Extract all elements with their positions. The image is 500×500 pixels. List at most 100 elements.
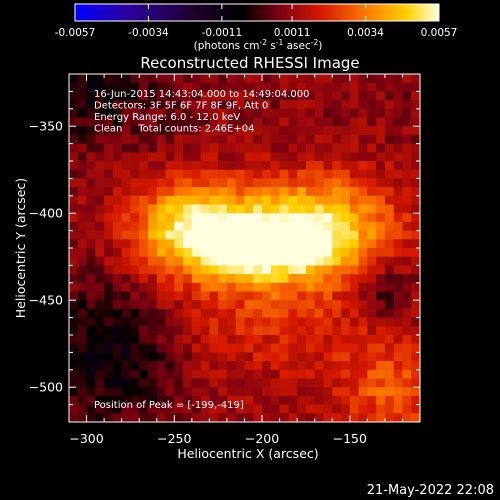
heatmap-cell [244,91,254,101]
heatmap-cell [270,395,281,406]
heatmap-cell [183,291,193,301]
heatmap-cell [314,108,325,119]
heatmap-cell [69,152,79,162]
heatmap-cell [95,256,105,266]
heatmap-cell [139,230,149,240]
heatmap-cell [305,404,316,414]
heatmap-cell [349,335,360,345]
heatmap-cell [156,239,167,249]
heatmap-cell [323,352,333,362]
heatmap-cell [226,169,237,179]
heatmap-cell [411,126,420,136]
heatmap-cell [367,274,377,284]
heatmap-cell [349,169,360,179]
heatmap-cell [165,187,175,197]
heatmap-cell [305,108,316,119]
heatmap-cell [191,326,202,336]
heatmap-cell [402,308,412,319]
heatmap-cell [367,230,377,240]
heatmap-cell [253,143,263,153]
heatmap-cell [341,413,351,422]
heatmap-cell [226,91,237,101]
heatmap-cell [358,291,368,301]
heatmap-cell [191,143,202,153]
heatmap-cell [288,100,298,110]
heatmap-cell [77,343,88,353]
heatmap-cell [314,91,325,101]
heatmap-cell [384,74,395,84]
heatmap-cell [262,230,272,240]
heatmap-cell [279,326,289,336]
heatmap-cell [402,204,412,214]
heatmap-cell [121,221,132,232]
heatmap-cell [402,343,412,353]
heatmap-cell [165,387,175,397]
heatmap-cell [226,413,237,422]
heatmap-cell [69,361,79,371]
heatmap-cell [323,256,333,266]
heatmap-cell [147,282,158,293]
heatmap-cell [349,256,360,266]
heatmap-cell [147,369,158,380]
heatmap-cell [341,378,351,388]
heatmap-cell [349,282,360,293]
heatmap-cell [288,352,298,362]
heatmap-cell [358,404,368,414]
heatmap-cell [86,265,96,275]
heatmap-cell [305,134,316,145]
colorbar-tick-label: 0.0034 [347,27,384,39]
heatmap-cell [323,143,333,153]
heatmap-cell [288,282,298,293]
heatmap-cell [200,143,211,153]
heatmap-cell [218,230,228,240]
heatmap-cell [200,326,211,336]
heatmap-cell [95,204,105,214]
heatmap-cell [288,248,298,258]
heatmap-cell [209,221,219,232]
heatmap-cell [209,413,219,422]
heatmap-cell [244,387,254,397]
heatmap-cell [183,108,193,119]
heatmap-cell [358,239,368,249]
heatmap-cell [95,169,105,179]
heatmap-cell [69,204,79,214]
heatmap-cell [376,265,386,275]
heatmap-cell [402,221,412,232]
heatmap-cell [69,248,79,258]
heatmap-cell [402,74,412,84]
heatmap-cell [191,291,202,301]
heatmap-cell [191,178,202,188]
heatmap-cell [86,308,96,319]
heatmap-cell [218,195,228,206]
heatmap-cell [367,74,377,84]
heatmap-cell [112,395,123,406]
heatmap-cell [262,404,272,414]
heatmap-cell [86,134,96,145]
heatmap-cell [112,126,123,136]
heatmap-cell [305,369,316,380]
heatmap-cell [235,74,246,84]
heatmap-cell [367,343,377,353]
heatmap-cell [235,343,246,353]
heatmap-cell [332,378,342,388]
heatmap-cell [349,326,360,336]
heatmap-cell [314,387,325,397]
heatmap-cell [288,108,298,119]
heatmap-cell [86,361,96,371]
heatmap-cell [411,395,420,406]
heatmap-cell [147,108,158,119]
heatmap-cell [130,74,140,84]
heatmap-cell [314,378,325,388]
heatmap-cell [253,369,263,380]
heatmap-cell [77,378,88,388]
heatmap-cell [165,378,175,388]
heatmap-cell [384,274,395,284]
heatmap-cell [165,300,175,310]
heatmap-cell [411,178,420,188]
heatmap-cell [165,413,175,422]
heatmap-cell [191,282,202,293]
heatmap-cell [349,274,360,284]
heatmap-cell [367,369,377,380]
heatmap-cell [112,187,123,197]
heatmap-cell [200,387,211,397]
